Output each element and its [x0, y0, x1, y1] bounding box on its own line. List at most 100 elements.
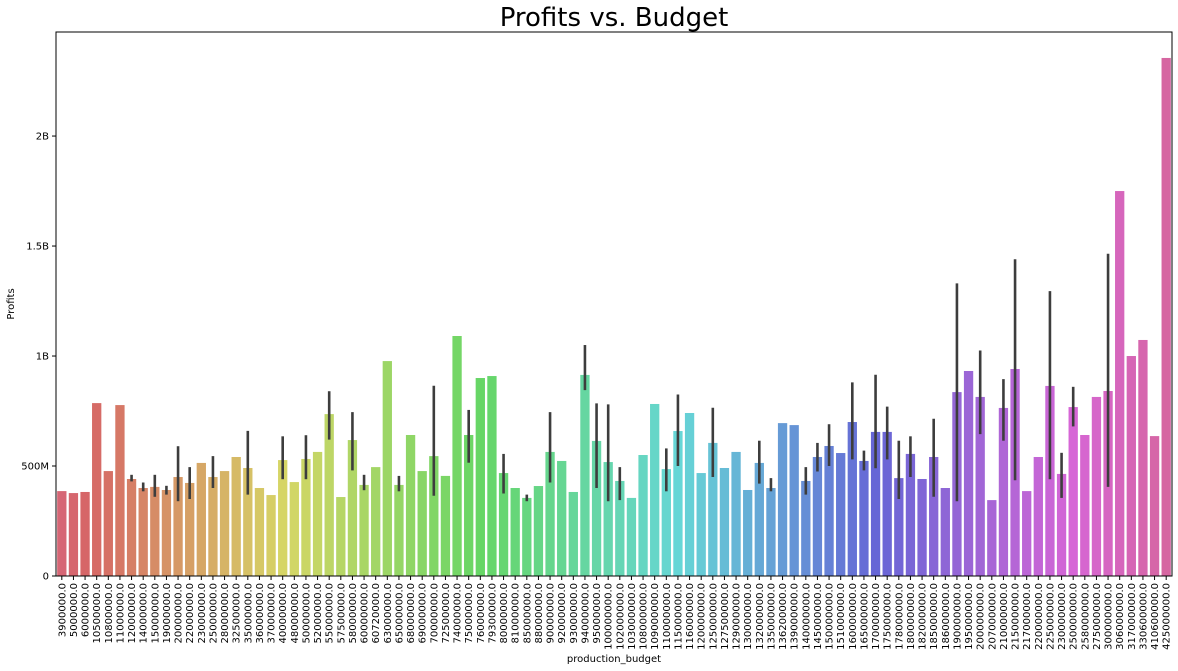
x-tick-label: 132000000.0	[755, 583, 766, 650]
bar	[510, 488, 520, 576]
x-tick-label: 52000000.0	[313, 583, 324, 643]
bar	[1149, 436, 1160, 576]
y-tick-label: 500M	[21, 462, 49, 473]
x-tick-label: 55000000.0	[325, 583, 336, 643]
bar	[673, 431, 683, 576]
x-tick-label: 10800000.0	[104, 583, 115, 643]
x-tick-label: 182000000.0	[918, 583, 929, 650]
x-tick-label: 306000000.0	[1115, 583, 1126, 650]
bar	[487, 376, 497, 576]
bar	[452, 336, 462, 576]
bar	[975, 396, 985, 576]
bar	[1045, 385, 1055, 576]
x-tick-label: 60000000.0	[360, 583, 371, 643]
x-tick-label: 40000000.0	[278, 583, 289, 643]
x-tick-label: 63000000.0	[383, 583, 394, 643]
bar	[719, 467, 730, 576]
x-tick-label: 200000000.0	[976, 583, 987, 650]
bar	[987, 500, 997, 576]
x-tick-label: 108000000.0	[639, 583, 650, 650]
bar	[847, 422, 857, 576]
y-axis-label: Profits	[6, 288, 17, 319]
bar	[68, 493, 79, 576]
bar	[312, 451, 323, 576]
x-tick-label: 68000000.0	[406, 583, 417, 643]
bar	[150, 486, 160, 576]
x-tick-label: 139000000.0	[790, 583, 801, 650]
bar	[103, 471, 113, 576]
x-tick-label: 14000000.0	[139, 583, 150, 643]
x-tick-label: 186000000.0	[941, 583, 952, 650]
x-tick-label: 165000000.0	[859, 583, 870, 650]
bar	[1022, 491, 1032, 576]
x-tick-label: 15000000.0	[150, 583, 161, 643]
bar	[650, 403, 660, 576]
bar	[475, 378, 485, 576]
x-tick-label: 92000000.0	[557, 583, 568, 643]
bar	[1091, 396, 1102, 576]
x-tick-label: 76000000.0	[476, 583, 487, 643]
bar	[766, 488, 776, 576]
bar	[591, 440, 602, 576]
x-tick-label: 116000000.0	[685, 583, 696, 650]
x-tick-label: 127500000.0	[720, 583, 731, 650]
y-tick-label: 1.5B	[26, 242, 49, 253]
x-tick-label: 130000000.0	[743, 583, 754, 650]
bar	[615, 480, 625, 576]
bar	[405, 434, 416, 576]
bar	[464, 434, 474, 576]
bar	[1056, 473, 1067, 576]
plot-frame	[55, 31, 1173, 577]
bar	[533, 486, 544, 576]
x-tick-label: 10500000.0	[92, 583, 103, 643]
x-tick-label: 23000000.0	[197, 583, 208, 643]
x-tick-label: 72500000.0	[441, 583, 452, 643]
x-tick-label: 217000000.0	[1022, 583, 1033, 650]
x-tick-label: 220000000.0	[1034, 583, 1045, 650]
bar	[638, 455, 648, 576]
y-tick-label: 0	[43, 572, 49, 583]
bar	[440, 475, 451, 576]
bar	[80, 491, 90, 576]
x-tick-label: 88000000.0	[534, 583, 545, 643]
x-tick-label: 5000000.0	[69, 583, 80, 637]
x-tick-label: 102000000.0	[615, 583, 626, 650]
bar	[359, 484, 369, 576]
x-tick-label: 103000000.0	[627, 583, 638, 650]
x-tick-label: 37000000.0	[267, 583, 278, 643]
x-tick-label: 151000000.0	[836, 583, 847, 650]
bar	[417, 471, 427, 576]
x-tick-label: 25000000.0	[208, 583, 219, 643]
bar	[394, 484, 404, 576]
bar	[371, 467, 381, 576]
x-tick-label: 275000000.0	[1092, 583, 1103, 650]
chart-title: Profits vs. Budget	[500, 3, 729, 33]
x-tick-label: 250000000.0	[1069, 583, 1080, 650]
bar	[347, 440, 358, 576]
x-tick-label: 81000000.0	[511, 583, 522, 643]
x-tick-label: 109000000.0	[650, 583, 661, 650]
bar	[173, 477, 183, 576]
x-tick-label: 258000000.0	[1080, 583, 1091, 650]
bar	[731, 451, 741, 576]
bar	[929, 456, 939, 576]
x-tick-label: 195000000.0	[964, 583, 975, 650]
bar	[882, 431, 892, 576]
y-tick-label: 2B	[36, 132, 49, 143]
x-tick-label: 28000000.0	[220, 583, 231, 643]
bar	[336, 497, 346, 576]
bar	[429, 456, 439, 576]
x-tick-label: 19000000.0	[162, 583, 173, 643]
bar	[754, 462, 764, 576]
bar	[1033, 456, 1043, 576]
x-tick-label: 145000000.0	[813, 583, 824, 650]
bar	[684, 412, 695, 576]
bar	[557, 460, 567, 576]
x-tick-label: 74000000.0	[453, 583, 464, 643]
bar	[231, 456, 241, 576]
bar	[289, 482, 299, 576]
bar	[185, 482, 195, 576]
bar	[92, 403, 102, 576]
bar	[219, 471, 230, 576]
